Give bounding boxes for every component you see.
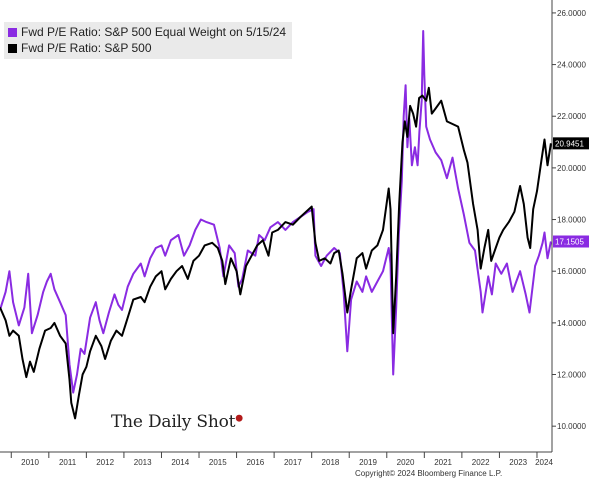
x-tick-label: 2024	[535, 458, 553, 467]
x-tick-label: 2016	[246, 458, 264, 467]
end-value-badge-2	[553, 137, 589, 150]
y-tick-label: 26.0000	[557, 9, 586, 18]
legend-swatch-purple	[8, 27, 17, 37]
x-tick-label: 2013	[134, 458, 152, 467]
series-line-2	[0, 86, 552, 420]
x-tick-label: 2017	[284, 458, 302, 467]
legend-swatch-black	[8, 43, 17, 53]
x-ticks: 2010 2011 2012 2013 2014 2015 2016 2017 2018 2019…	[10, 452, 553, 467]
end-value-badge-1	[553, 235, 589, 248]
end-labels: 17.1505 20.9451	[553, 137, 589, 248]
y-tick-label: 24.0000	[557, 61, 586, 70]
legend-item-sp500: Fwd P/E Ratio: S&P 500	[8, 40, 286, 56]
x-tick-label: 2023	[509, 458, 527, 467]
x-tick-label: 2022	[472, 458, 490, 467]
y-tick-label: 22.0000	[557, 112, 586, 121]
end-value-label-1: 17.1505	[555, 237, 584, 246]
x-tick-label: 2021	[434, 458, 452, 467]
y-tick-label: 14.0000	[557, 319, 586, 328]
x-tick-label: 2015	[209, 458, 227, 467]
x-tick-label: 2014	[171, 458, 189, 467]
x-tick-label: 2018	[322, 458, 340, 467]
x-tick-label: 2020	[397, 458, 415, 467]
legend: Fwd P/E Ratio: S&P 500 Equal Weight on 5…	[4, 22, 293, 59]
series-line-1	[0, 30, 552, 394]
watermark-text: The Daily Shot	[111, 412, 236, 432]
watermark: The Daily Shot●	[111, 412, 243, 432]
series-layer	[0, 30, 552, 420]
y-tick-label: 16.0000	[557, 267, 586, 276]
y-tick-label: 20.0000	[557, 164, 586, 173]
legend-label-sp500: Fwd P/E Ratio: S&P 500	[21, 41, 152, 55]
legend-item-equal-weight: Fwd P/E Ratio: S&P 500 Equal Weight on 5…	[8, 24, 286, 40]
x-tick-label: 2019	[359, 458, 377, 467]
y-tick-label: 10.0000	[557, 422, 586, 431]
x-tick-label: 2010	[21, 458, 39, 467]
end-value-label-2: 20.9451	[555, 139, 584, 148]
y-tick-label: 12.0000	[557, 371, 586, 380]
y-ticks: 10.0000 12.0000 14.0000 16.0000 18.0000 20.00…	[552, 9, 586, 431]
y-tick-label: 18.0000	[557, 216, 586, 225]
legend-label-equal-weight: Fwd P/E Ratio: S&P 500 Equal Weight on 5…	[21, 25, 287, 39]
x-tick-label: 2011	[59, 458, 77, 467]
x-tick-label: 2012	[96, 458, 114, 467]
copyright-text: Copyright© 2024 Bloomberg Finance L.P.	[355, 469, 502, 478]
